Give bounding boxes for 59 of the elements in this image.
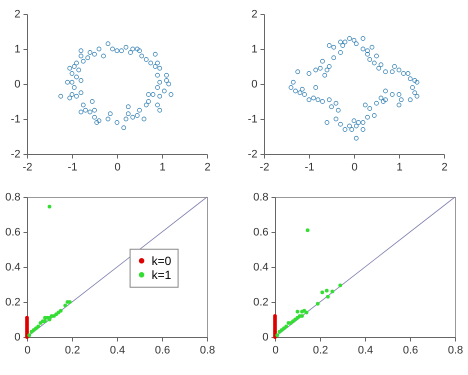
- point: [304, 310, 308, 314]
- point: [275, 333, 280, 338]
- point: [278, 330, 282, 334]
- legend-label: k=0: [152, 254, 172, 268]
- point: [330, 290, 334, 294]
- y-tick-label: 0.4: [5, 262, 20, 274]
- x-tick-label: 0.2: [64, 344, 80, 356]
- y-tick-label: 1: [251, 44, 258, 56]
- y-tick-label: -2: [248, 148, 258, 160]
- x-tick-label: 0: [272, 344, 279, 356]
- point: [36, 324, 40, 328]
- y-tick-label: 0.8: [5, 192, 20, 204]
- x-tick-label: 0.2: [312, 344, 328, 356]
- point: [27, 333, 32, 338]
- point: [48, 204, 52, 208]
- x-tick-label: 0.8: [448, 344, 464, 356]
- point: [296, 310, 300, 314]
- x-tick-label: 0: [114, 162, 121, 174]
- y-tick-label: 0: [14, 78, 20, 90]
- y-tick-label: 1: [14, 44, 20, 56]
- point: [326, 294, 330, 299]
- x-tick-label: 0.6: [154, 344, 170, 356]
- point: [58, 308, 63, 313]
- x-tick-label: 1: [396, 162, 403, 174]
- y-tick-label: 2: [251, 8, 258, 20]
- y-tick-label: 0: [14, 332, 20, 344]
- y-tick-label: 0.2: [253, 296, 268, 308]
- point: [293, 318, 298, 322]
- x-tick-label: 0.4: [110, 344, 126, 356]
- y-tick-label: -1: [10, 114, 20, 126]
- legend-label: k=1: [152, 268, 172, 282]
- y-tick-label: 0.4: [253, 262, 268, 274]
- y-tick-label: -1: [248, 114, 258, 126]
- y-tick-label: 0: [262, 332, 268, 344]
- y-tick-label: 2: [14, 8, 20, 20]
- x-tick-label: 2: [204, 162, 211, 174]
- y-tick-label: 0.2: [5, 296, 20, 308]
- x-tick-label: -2: [22, 162, 32, 174]
- y-tick-label: 0.6: [5, 226, 20, 238]
- point: [338, 284, 342, 288]
- x-tick-label: -1: [68, 162, 78, 174]
- x-tick-label: -1: [304, 162, 314, 174]
- y-tick-label: 0.6: [253, 226, 268, 238]
- point: [43, 319, 47, 324]
- y-tick-label: -2: [10, 148, 20, 160]
- x-tick-label: 0.4: [358, 344, 374, 356]
- x-tick-label: 0.8: [200, 344, 216, 356]
- x-tick-label: 2: [441, 162, 448, 174]
- point: [306, 228, 310, 232]
- point: [63, 304, 68, 308]
- point: [320, 290, 324, 294]
- y-tick-label: 0: [251, 78, 258, 90]
- x-tick-label: 0: [351, 162, 358, 174]
- point: [324, 288, 329, 292]
- y-tick-label: 0.8: [253, 192, 268, 204]
- x-tick-label: 1: [159, 162, 166, 174]
- point: [316, 302, 320, 306]
- x-tick-label: 0.6: [402, 344, 418, 356]
- x-tick-label: 0: [24, 344, 31, 356]
